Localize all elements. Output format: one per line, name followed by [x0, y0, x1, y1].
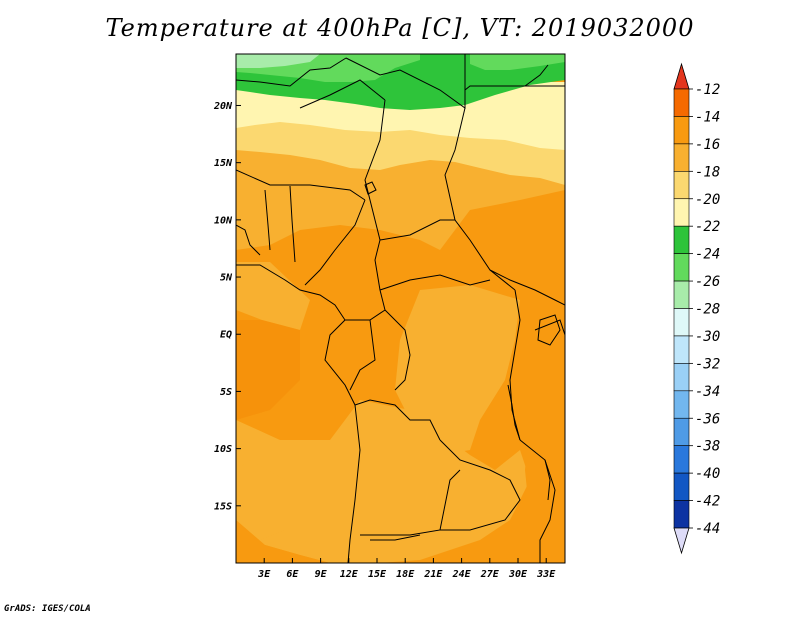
- border-wa-2: [289, 185, 296, 263]
- y-tick-label: 5N: [220, 273, 233, 284]
- colorbar-swatch: [673, 171, 690, 200]
- border-bottom: [370, 534, 421, 541]
- field-patch-central: [395, 285, 520, 455]
- x-tick-label: 18E: [396, 569, 415, 580]
- border-niger-nigeria: [236, 169, 366, 201]
- y-axis: 20N 15N 10N 5N EQ 5S 10S 15S: [213, 101, 241, 512]
- colorbar-label: -16: [695, 137, 720, 153]
- colorbar-label: -44: [695, 521, 720, 537]
- border-angola-south: [347, 404, 361, 563]
- colorbar-low-arrow: [673, 527, 690, 555]
- x-tick-label: 21E: [423, 569, 443, 580]
- colorbar-swatch: [673, 308, 690, 337]
- border-north-3: [299, 79, 386, 109]
- x-tick-label: 24E: [452, 569, 472, 580]
- border-zambia: [439, 439, 521, 531]
- field-band-palegreen: [236, 54, 320, 68]
- colorbar-swatch: [673, 472, 690, 501]
- x-tick-label: 15E: [368, 569, 387, 580]
- border-lake-chad: [364, 181, 377, 195]
- colorbar-label: -32: [695, 356, 720, 372]
- colorbar-label: -40: [695, 466, 720, 482]
- colorbar-swatch: [673, 198, 690, 227]
- border-chad: [364, 99, 386, 241]
- field-strip-coast: [236, 520, 330, 563]
- y-tick-label: 15S: [214, 501, 232, 512]
- colorbar-label: -26: [695, 274, 720, 290]
- colorbar-swatch: [673, 88, 690, 117]
- colorbar-high-arrow: [673, 62, 690, 90]
- colorbar-swatch: [673, 225, 690, 254]
- y-tick-label: 20N: [213, 101, 233, 112]
- y-tick-label: 15N: [214, 158, 233, 169]
- field-patch-southwest: [236, 460, 300, 540]
- border-nigeria-east: [304, 199, 366, 286]
- colorbar-label: -42: [695, 494, 720, 510]
- border-drc-north: [384, 309, 411, 391]
- colorbar-label: -36: [695, 411, 720, 427]
- map-title: Temperature at 400hPa [C], VT: 201903200…: [105, 14, 695, 42]
- colorbar: -12 -14 -16 -18 -20 -22 -24 -26 -28 -30 -32 -34 -36 -…: [673, 62, 720, 555]
- colorbar-swatch: [673, 363, 690, 392]
- colorbar-swatch: [673, 253, 690, 282]
- border-libya-egypt: [464, 85, 565, 108]
- border-car: [379, 219, 455, 241]
- x-axis: 3E 6E 9E 12E 15E 18E 21E 24E 27E 30E 33E: [257, 558, 556, 580]
- map-frame: [235, 53, 566, 564]
- x-tick-label: 27E: [480, 569, 500, 580]
- colorbar-label: -38: [695, 439, 720, 455]
- x-tick-label: 6E: [286, 569, 299, 580]
- border-congo: [345, 319, 376, 391]
- colorbar-label: -34: [695, 384, 720, 400]
- colorbar-label: -28: [695, 302, 720, 318]
- border-lake-victoria: [537, 314, 561, 346]
- border-east-3: [519, 439, 556, 563]
- field-patch-interior-2: [236, 262, 310, 330]
- border-east-1: [489, 269, 565, 306]
- y-tick-label: 5S: [220, 387, 232, 398]
- colorbar-label: -24: [695, 247, 720, 263]
- field-pocket-1: [236, 320, 300, 420]
- colorbar-swatch: [673, 500, 690, 529]
- colorbar-label: -20: [695, 192, 720, 208]
- border-nile-delta: [524, 64, 549, 87]
- border-north-1: [236, 57, 347, 87]
- border-east-4: [534, 319, 565, 336]
- x-tick-label: 9E: [315, 569, 328, 580]
- y-tick-label: 10S: [214, 444, 232, 455]
- border-coast-west: [236, 264, 356, 406]
- grads-credit: GrADS: IGES/COLA: [4, 604, 91, 614]
- border-west-coast-north: [236, 224, 261, 256]
- colorbar-label: -30: [695, 329, 720, 345]
- colorbar-label: -18: [695, 164, 720, 180]
- colorbar-swatch: [673, 445, 690, 474]
- field-patch-south: [236, 400, 530, 563]
- y-tick-label: EQ: [220, 330, 232, 341]
- colorbar-label: -12: [695, 82, 720, 98]
- colorbar-swatch: [673, 417, 690, 446]
- border-wa-1: [264, 189, 271, 251]
- colorbar-swatch: [673, 143, 690, 172]
- border-lake-malawi: [544, 459, 551, 501]
- x-tick-label: 33E: [536, 569, 556, 580]
- border-car-south: [379, 274, 491, 291]
- border-lake-tanganyika: [507, 384, 521, 441]
- colorbar-swatch: [673, 335, 690, 364]
- y-tick-label: 10N: [214, 215, 233, 226]
- x-tick-label: 30E: [508, 569, 528, 580]
- field-band-lightgreen-2: [470, 54, 565, 70]
- border-drc-angola: [354, 399, 441, 441]
- colorbar-swatch: [673, 390, 690, 419]
- x-tick-label: 3E: [257, 569, 271, 580]
- country-borders: [236, 54, 565, 563]
- colorbar-swatch: [673, 116, 690, 145]
- field-strip-east: [515, 340, 565, 540]
- x-tick-label: 12E: [340, 569, 359, 580]
- colorbar-swatch: [673, 280, 690, 309]
- colorbar-label: -14: [695, 109, 720, 125]
- temperature-field: [236, 54, 565, 563]
- colorbar-label: -22: [695, 219, 720, 235]
